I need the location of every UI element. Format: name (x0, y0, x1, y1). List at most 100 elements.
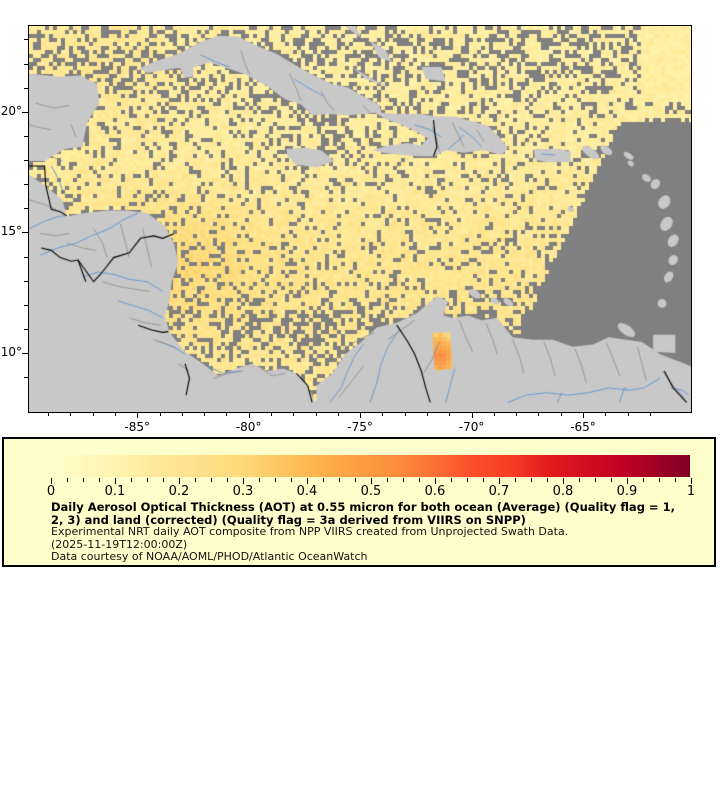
y-tick-minor (24, 208, 28, 210)
colorbar-tick-minor (259, 478, 260, 482)
y-tick-label: 15° (0, 224, 22, 239)
aot-raster-canvas (29, 26, 691, 412)
x-tick (248, 412, 250, 418)
colorbar-tick-minor (323, 478, 324, 482)
y-tick-minor (24, 280, 28, 282)
y-tick-label: 20° (0, 103, 22, 118)
legend-sub-line3: Data courtesy of NOAA/AOML/PHOD/Atlantic… (51, 550, 368, 563)
y-tick-minor (24, 63, 28, 65)
y-tick (22, 232, 28, 234)
colorbar-tick (435, 478, 436, 484)
x-tick-minor (181, 412, 183, 416)
x-tick-label: -65° (570, 420, 596, 434)
x-tick-label: -75° (347, 420, 373, 434)
colorbar-tick-minor (451, 478, 452, 482)
legend-sub-line2: (2025-11-19T12:00:00Z) (51, 537, 188, 551)
x-tick-minor (560, 412, 562, 416)
colorbar-tick-label: 0.9 (616, 484, 638, 499)
colorbar-tick-minor (419, 478, 420, 482)
x-tick-minor (315, 412, 317, 416)
legend-sub-line1: Experimental NRT daily AOT composite fro… (51, 525, 569, 538)
colorbar-tick-minor (515, 478, 516, 482)
y-tick (22, 353, 28, 355)
y-tick-minor (24, 160, 28, 162)
colorbar-tick-minor (99, 478, 100, 482)
colorbar-tick-minor (643, 478, 644, 482)
colorbar-tick-minor (83, 478, 84, 482)
colorbar-tick (563, 478, 564, 484)
colorbar-tick-label: 0.8 (552, 484, 574, 499)
x-tick-minor (605, 412, 607, 416)
colorbar-tick-label: 0.5 (360, 484, 382, 499)
x-tick-minor (70, 412, 72, 416)
colorbar-tick-minor (163, 478, 164, 482)
x-tick-minor (449, 412, 451, 416)
y-tick-minor (24, 328, 28, 330)
x-tick-minor (404, 412, 406, 416)
colorbar-tick (371, 478, 372, 484)
y-tick-minor (24, 304, 28, 306)
colorbar-tick-label: 0.7 (488, 484, 510, 499)
x-tick-minor (426, 412, 428, 416)
colorbar-tick-minor (579, 478, 580, 482)
x-tick-minor (382, 412, 384, 416)
colorbar-gradient (51, 454, 691, 478)
x-tick-minor (516, 412, 518, 416)
colorbar-tick-minor (547, 478, 548, 482)
x-tick-minor (92, 412, 94, 416)
colorbar[interactable] (51, 454, 691, 478)
legend-text: Daily Aerosol Optical Thickness (AOT) at… (51, 501, 701, 564)
colorbar-tick-minor (227, 478, 228, 482)
colorbar-tick-label: 0 (46, 484, 56, 499)
colorbar-tick-minor (67, 478, 68, 482)
y-tick-minor (24, 377, 28, 379)
x-tick-minor (226, 412, 228, 416)
x-tick-minor (538, 412, 540, 416)
aot-map[interactable] (28, 25, 692, 413)
x-tick (137, 412, 139, 418)
colorbar-tick-minor (531, 478, 532, 482)
x-tick (583, 412, 584, 418)
colorbar-tick-minor (147, 478, 148, 482)
x-tick (471, 412, 473, 418)
colorbar-tick-label: 0.1 (104, 484, 126, 499)
legend-title-line1: Daily Aerosol Optical Thickness (AOT) at… (51, 500, 675, 514)
colorbar-tick (499, 478, 500, 484)
colorbar-tick (115, 478, 116, 484)
y-tick-minor (24, 184, 28, 186)
x-tick-minor (159, 412, 161, 416)
colorbar-tick-minor (595, 478, 596, 482)
colorbar-tick-minor (659, 478, 660, 482)
colorbar-tick-minor (483, 478, 484, 482)
x-tick-minor (48, 412, 50, 416)
colorbar-tick-minor (195, 478, 196, 482)
x-tick-minor (114, 412, 116, 416)
colorbar-tick (51, 478, 52, 484)
colorbar-tick-label: 0.2 (168, 484, 190, 499)
colorbar-tick-minor (467, 478, 468, 482)
colorbar-tick (243, 478, 244, 484)
colorbar-tick (627, 478, 628, 484)
colorbar-tick-minor (403, 478, 404, 482)
colorbar-tick (691, 478, 692, 484)
colorbar-tick-label: 1 (686, 484, 696, 499)
legend-title-line2: 2, 3) and land (corrected) (Quality flag… (51, 512, 526, 527)
colorbar-tick-minor (355, 478, 356, 482)
x-tick-minor (270, 412, 272, 416)
x-tick-label: -70° (458, 420, 485, 434)
colorbar-tick (179, 478, 180, 484)
x-tick-label: -85° (124, 420, 151, 434)
x-tick-minor (649, 412, 651, 416)
colorbar-tick-minor (131, 478, 132, 482)
colorbar-tick-minor (675, 478, 676, 482)
legend-panel: 0 0.1 0.2 0.3 0.4 0.5 0.6 0.7 0.8 0.9 1 Daily Aero… (2, 437, 716, 567)
y-tick-minor (24, 135, 28, 137)
x-tick-minor (627, 412, 629, 416)
colorbar-tick-minor (339, 478, 340, 482)
x-tick-minor (493, 412, 495, 416)
colorbar-tick-minor (611, 478, 612, 482)
colorbar-tick-minor (387, 478, 388, 482)
y-tick-minor (24, 87, 28, 89)
y-tick-label: 10° (0, 345, 22, 360)
colorbar-tick-label: 0.4 (296, 484, 318, 499)
